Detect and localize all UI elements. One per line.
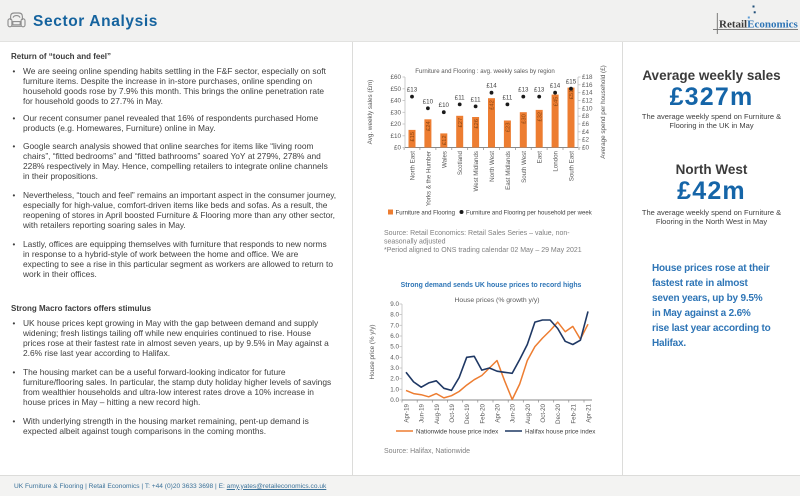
svg-text:Average spend per household (£: Average spend per household (£) [600, 65, 607, 158]
svg-text:£15: £15 [566, 79, 577, 86]
svg-text:£11: £11 [471, 96, 481, 103]
svg-text:*Period aligned to ONS trading: *Period aligned to ONS trading calendar … [384, 247, 582, 254]
svg-text:£14: £14 [582, 90, 593, 97]
svg-text:£10: £10 [390, 133, 401, 140]
svg-text:£8: £8 [582, 113, 590, 120]
svg-text:Apr-20: Apr-20 [495, 403, 502, 422]
svg-text:£10: £10 [439, 102, 450, 109]
svg-text:7.0: 7.0 [390, 322, 399, 329]
svg-text:North East: North East [410, 151, 417, 181]
svg-text:£0: £0 [582, 145, 590, 152]
svg-text:House prices (% growth y/y): House prices (% growth y/y) [455, 297, 540, 304]
svg-text:8.0: 8.0 [390, 312, 399, 319]
svg-text:£14: £14 [486, 83, 497, 90]
svg-text:Avg. weekly sales (£m): Avg. weekly sales (£m) [367, 80, 374, 145]
svg-text:Aug-19: Aug-19 [434, 403, 441, 424]
svg-text:£10: £10 [582, 105, 593, 112]
svg-text:Oct-19: Oct-19 [449, 403, 456, 422]
svg-text:5.0: 5.0 [390, 344, 399, 351]
svg-text:£60: £60 [390, 74, 401, 81]
svg-text:£27: £27 [458, 118, 464, 128]
svg-text:£26: £26 [474, 119, 480, 129]
svg-text:£30: £30 [390, 109, 401, 116]
svg-text:£23: £23 [506, 122, 512, 132]
svg-text:London: London [553, 150, 560, 171]
svg-text:2.0: 2.0 [390, 376, 399, 383]
svg-text:Wales: Wales [441, 151, 448, 168]
svg-text:seasonally adjusted: seasonally adjusted [384, 239, 446, 246]
svg-text:East: East [537, 151, 544, 164]
svg-text:3.0: 3.0 [390, 365, 399, 372]
svg-text:Dec-19: Dec-19 [464, 403, 471, 424]
svg-text:Yorks & the Humber: Yorks & the Humber [425, 151, 432, 206]
svg-text:£30: £30 [522, 114, 528, 124]
svg-text:£15: £15 [410, 132, 416, 142]
svg-text:£4: £4 [582, 129, 590, 136]
svg-text:£6: £6 [582, 121, 590, 128]
svg-text:Source: Retail Economics: Reta: Source: Retail Economics: Retail Sales S… [384, 230, 570, 237]
svg-text:Jun-19: Jun-19 [419, 403, 426, 422]
svg-text:£14: £14 [550, 83, 561, 90]
svg-text:Nationwide house price index: Nationwide house price index [416, 429, 499, 436]
svg-text:Aug-20: Aug-20 [525, 403, 532, 424]
svg-text:£13: £13 [407, 87, 418, 94]
svg-text:£40: £40 [390, 98, 401, 105]
svg-text:South East: South East [569, 151, 576, 182]
svg-text:6.0: 6.0 [390, 333, 399, 340]
svg-text:£51: £51 [569, 90, 575, 100]
svg-text:£20: £20 [390, 121, 401, 128]
svg-text:£18: £18 [582, 74, 593, 81]
svg-text:Halifax house price index: Halifax house price index [525, 429, 596, 436]
svg-text:£11: £11 [502, 94, 512, 101]
svg-text:Oct-20: Oct-20 [540, 403, 547, 422]
svg-text:Feb-20: Feb-20 [479, 403, 486, 423]
svg-text:Apr-21: Apr-21 [586, 403, 593, 422]
svg-text:£32: £32 [537, 112, 543, 122]
svg-text:£12: £12 [582, 98, 593, 105]
svg-text:West Midlands: West Midlands [473, 151, 480, 191]
svg-text:Furniture and Flooring per hou: Furniture and Flooring per household per… [466, 211, 593, 217]
svg-text:Strong demand sends UK house p: Strong demand sends UK house prices to r… [401, 282, 582, 289]
svg-text:£42: £42 [490, 100, 496, 110]
svg-text:East Midlands: East Midlands [505, 151, 512, 190]
svg-text:£11: £11 [455, 94, 465, 101]
svg-text:0.0: 0.0 [390, 397, 399, 404]
svg-text:£2: £2 [582, 137, 590, 144]
svg-text:North West: North West [489, 151, 496, 182]
svg-text:Furniture and Flooring: Furniture and Flooring [396, 211, 456, 217]
svg-text:£50: £50 [390, 86, 401, 93]
svg-text:£13: £13 [534, 87, 545, 94]
svg-text:£12: £12 [442, 135, 448, 145]
svg-text:£10: £10 [423, 98, 434, 105]
svg-text:Source: Halifax, Nationwide: Source: Halifax, Nationwide [384, 448, 470, 455]
svg-text:Feb-21: Feb-21 [570, 403, 577, 423]
svg-text:£13: £13 [518, 87, 529, 94]
svg-text:Furniture and Flooring : avg.: Furniture and Flooring : avg. weekly sal… [415, 68, 555, 75]
svg-text:Scotland: Scotland [457, 150, 464, 175]
svg-text:9.0: 9.0 [390, 301, 399, 308]
svg-text:South West: South West [521, 151, 528, 183]
svg-text:House price (% y/y): House price (% y/y) [369, 325, 376, 380]
svg-text:RetailEconomics: RetailEconomics [719, 18, 799, 30]
svg-text:£45: £45 [553, 97, 559, 107]
svg-text:Apr-19: Apr-19 [404, 403, 411, 422]
svg-text:£0: £0 [394, 145, 402, 152]
svg-text:4.0: 4.0 [390, 354, 399, 361]
svg-text:Dec-20: Dec-20 [555, 403, 562, 424]
svg-text:£24: £24 [426, 121, 432, 131]
svg-text:£16: £16 [582, 82, 593, 89]
svg-text:1.0: 1.0 [390, 386, 399, 393]
svg-text:Jun-20: Jun-20 [510, 403, 517, 422]
